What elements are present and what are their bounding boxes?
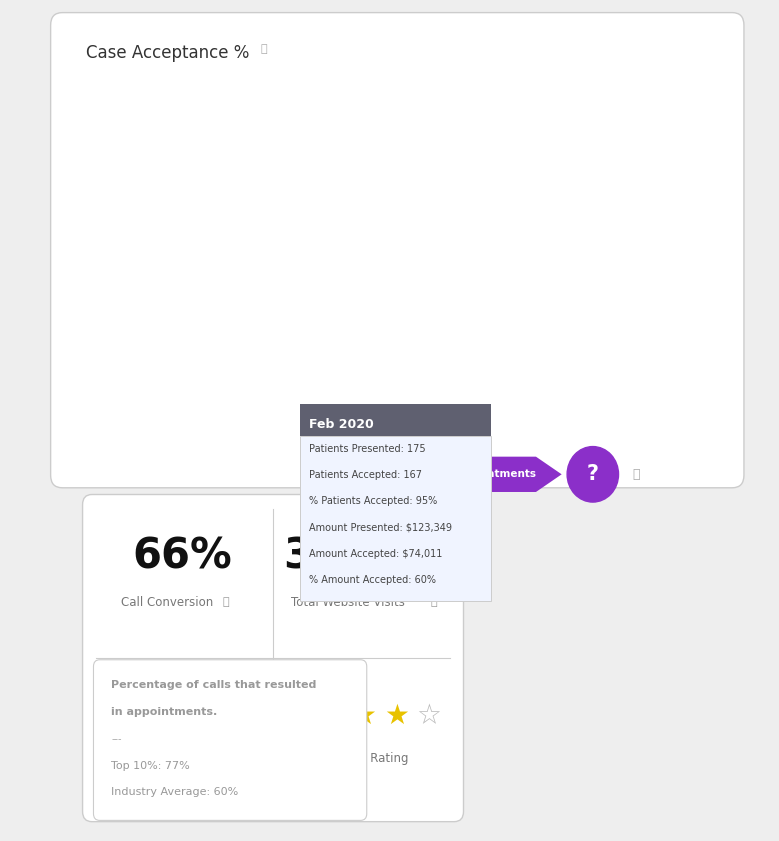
Text: Average Call Score: Average Call Score	[127, 752, 238, 764]
Bar	[178, 220, 232, 408]
Text: ⓘ: ⓘ	[261, 44, 268, 54]
Text: % Patients Accepted: 95%: % Patients Accepted: 95%	[309, 496, 438, 506]
Text: ★: ★	[319, 702, 344, 730]
Text: ⓘ: ⓘ	[222, 597, 229, 607]
Text: ?: ?	[587, 464, 599, 484]
Text: 66%: 66%	[132, 535, 232, 577]
Text: % Amount Accepted: 60%: % Amount Accepted: 60%	[309, 575, 436, 585]
Text: ★: ★	[384, 702, 409, 730]
Text: 34,973: 34,973	[284, 535, 444, 577]
Text: Click to see Unaccepted Treatments: Click to see Unaccepted Treatments	[324, 469, 537, 479]
Text: Feb 2020: Feb 2020	[309, 418, 374, 431]
Bar	[286, 163, 340, 408]
Text: Case Acceptance %: Case Acceptance %	[86, 44, 249, 61]
Bar	[502, 188, 555, 408]
Text: Patients Presented: 175: Patients Presented: 175	[309, 444, 426, 454]
Text: Amount Accepted: $74,011: Amount Accepted: $74,011	[309, 549, 442, 559]
Text: ★: ★	[351, 702, 376, 730]
Bar	[609, 245, 664, 408]
Text: Call Conversion: Call Conversion	[121, 596, 213, 609]
Text: ⓘ: ⓘ	[632, 468, 640, 481]
Text: Amount Presented: $123,349: Amount Presented: $123,349	[309, 522, 453, 532]
Text: Top 10%: 77%: Top 10%: 77%	[111, 760, 190, 770]
Text: Average Rating: Average Rating	[319, 752, 409, 764]
Text: in appointments.: in appointments.	[111, 707, 217, 717]
Text: 79%: 79%	[132, 693, 232, 735]
Text: ⓘ: ⓘ	[430, 597, 437, 607]
Text: ---: ---	[111, 733, 122, 743]
Text: ☆: ☆	[417, 702, 442, 730]
Text: ★: ★	[286, 702, 311, 730]
Text: Industry Average: 60%: Industry Average: 60%	[111, 787, 238, 797]
Text: Patients Accepted: 167: Patients Accepted: 167	[309, 470, 422, 480]
Text: Percentage of calls that resulted: Percentage of calls that resulted	[111, 680, 317, 690]
Bar	[393, 192, 448, 408]
Legend: Case Acceptance: Case Acceptance	[571, 468, 696, 487]
Text: Total Website Visits: Total Website Visits	[291, 596, 405, 609]
